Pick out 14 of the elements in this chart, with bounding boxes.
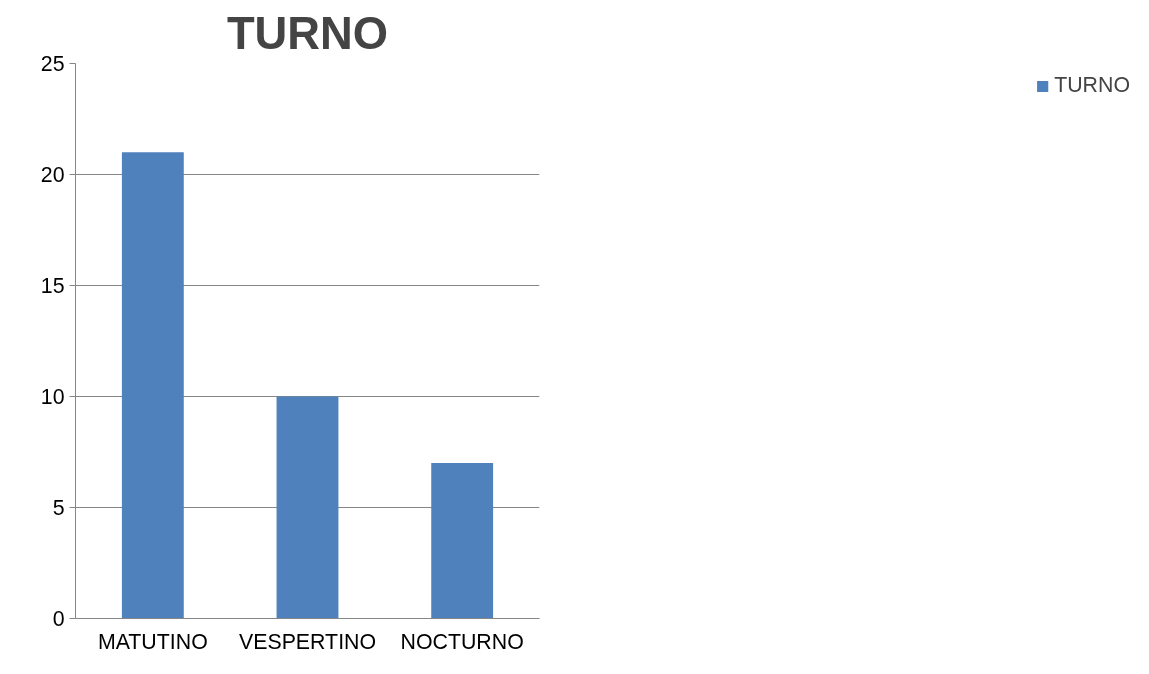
x-tick-label: NOCTURNO bbox=[400, 629, 524, 654]
y-tick-label: 25 bbox=[40, 52, 65, 76]
bar bbox=[276, 396, 339, 619]
x-tick-label: VESPERTINO bbox=[238, 629, 377, 654]
x-tick-label: MATUTINO bbox=[97, 629, 208, 654]
y-tick-label: 0 bbox=[52, 607, 65, 631]
chart-title: TURNO bbox=[226, 7, 389, 59]
bar bbox=[121, 152, 184, 619]
y-tick-label: 5 bbox=[52, 496, 65, 520]
y-tick-label: 10 bbox=[40, 385, 65, 409]
y-tick-label: 20 bbox=[40, 163, 65, 187]
bar bbox=[431, 463, 494, 619]
y-tick-label: 15 bbox=[40, 274, 65, 298]
legend-label: TURNO bbox=[1054, 73, 1130, 98]
